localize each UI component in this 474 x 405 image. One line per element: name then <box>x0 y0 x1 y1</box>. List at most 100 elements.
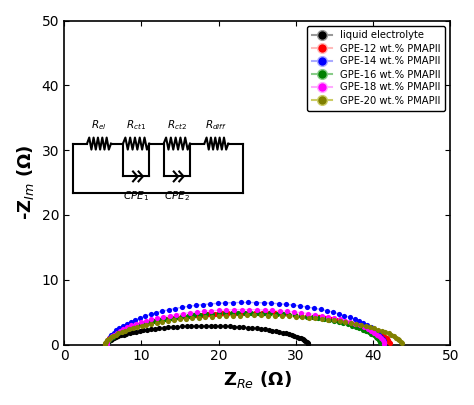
Point <box>109 333 117 339</box>
Point <box>258 310 266 316</box>
Point <box>371 325 378 332</box>
Point <box>374 329 382 336</box>
Point <box>104 338 112 345</box>
Point <box>352 321 359 328</box>
Point <box>346 314 354 321</box>
Point <box>178 323 186 330</box>
Point <box>148 321 155 327</box>
Point <box>272 310 279 317</box>
Point <box>186 313 193 319</box>
Point <box>246 306 253 313</box>
Point <box>247 310 255 316</box>
Point <box>364 322 371 328</box>
Point <box>214 300 222 307</box>
Point <box>110 335 118 341</box>
Point <box>106 335 114 342</box>
Point <box>147 311 155 318</box>
Point <box>132 328 140 335</box>
Point <box>265 327 273 333</box>
Point <box>109 332 117 338</box>
Point <box>268 307 276 313</box>
Point <box>109 333 117 340</box>
Point <box>254 310 261 316</box>
Point <box>118 328 126 334</box>
Point <box>375 337 383 343</box>
Point <box>192 302 200 309</box>
Point <box>257 326 264 332</box>
Point <box>116 329 123 335</box>
Point <box>113 329 120 336</box>
Point <box>208 307 215 314</box>
Point <box>240 324 247 330</box>
Point <box>215 313 223 320</box>
Point <box>374 335 381 342</box>
Point <box>362 323 370 329</box>
Point <box>367 326 375 333</box>
Point <box>235 324 243 330</box>
Point <box>343 319 350 325</box>
Point <box>107 337 114 343</box>
Point <box>299 336 306 343</box>
Point <box>103 341 110 348</box>
Point <box>184 313 191 319</box>
Point <box>198 311 206 318</box>
Point <box>215 307 223 313</box>
Point <box>388 332 395 338</box>
Point <box>329 309 337 315</box>
Point <box>157 317 164 323</box>
Point <box>110 331 118 338</box>
Point <box>110 329 118 336</box>
Point <box>295 334 302 341</box>
Y-axis label: -Z$_{Im}$ (Ω): -Z$_{Im}$ (Ω) <box>15 145 36 220</box>
Point <box>356 322 364 329</box>
Point <box>133 324 141 330</box>
Point <box>126 325 133 331</box>
Point <box>104 339 111 345</box>
Point <box>123 324 131 330</box>
Point <box>253 307 261 313</box>
Point <box>202 322 210 329</box>
Point <box>155 325 163 331</box>
Point <box>230 307 238 313</box>
Point <box>303 339 310 345</box>
Point <box>127 318 135 325</box>
Point <box>123 320 130 327</box>
Point <box>376 338 384 345</box>
Point <box>153 309 160 316</box>
Point <box>276 329 283 335</box>
Point <box>186 309 193 316</box>
Point <box>225 310 232 316</box>
Point <box>176 316 183 323</box>
Point <box>223 307 230 313</box>
Point <box>171 305 179 312</box>
Point <box>272 328 280 335</box>
Point <box>234 309 242 316</box>
Point <box>226 323 233 330</box>
Point <box>119 323 127 329</box>
Point <box>278 311 286 317</box>
Point <box>112 327 120 333</box>
Point <box>292 312 299 318</box>
Point <box>190 312 198 318</box>
Point <box>297 303 304 309</box>
Point <box>126 330 133 336</box>
Point <box>397 339 404 345</box>
Point <box>136 315 144 321</box>
Point <box>245 309 252 316</box>
Point <box>178 313 186 320</box>
Point <box>173 314 180 320</box>
Point <box>346 319 354 326</box>
Point <box>106 335 113 341</box>
Point <box>215 310 222 317</box>
Point <box>379 332 386 339</box>
Point <box>196 311 204 318</box>
Point <box>383 335 390 342</box>
Point <box>378 328 386 334</box>
Point <box>381 341 388 348</box>
Point <box>335 319 343 325</box>
Point <box>367 328 375 334</box>
Point <box>299 314 306 320</box>
Point <box>133 322 141 328</box>
Point <box>243 312 251 319</box>
Point <box>390 333 398 339</box>
